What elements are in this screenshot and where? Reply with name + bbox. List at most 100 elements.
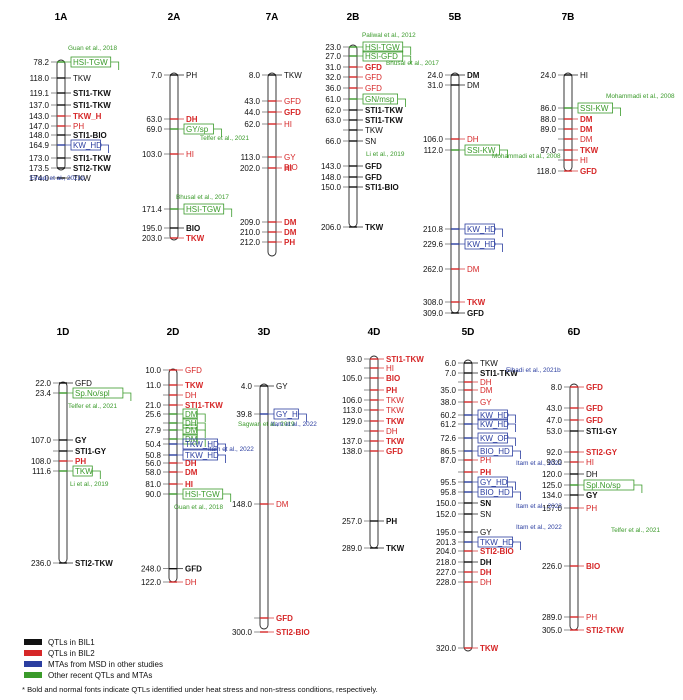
locus-position: 61.0 — [325, 95, 341, 104]
marker-tkw: TKW — [480, 359, 498, 368]
marker-gfd: GFD — [75, 379, 92, 388]
locus-position: 122.0 — [141, 578, 162, 587]
marker-tkw: TKW — [386, 544, 405, 553]
legend-swatch-msd — [24, 661, 42, 667]
legend-swatch-bil2 — [24, 650, 42, 656]
marker-sn: SN — [480, 499, 491, 508]
chromosome-title: 2D — [167, 327, 180, 338]
locus-position: 11.0 — [146, 381, 162, 390]
citation-arrow — [397, 98, 406, 107]
locus-position: 44.0 — [244, 108, 260, 117]
marker-gy: GY — [276, 382, 288, 391]
footnote: * Bold and normal fonts indicate QTLs id… — [22, 685, 378, 694]
locus-position: 134.0 — [542, 491, 563, 500]
citation-label: Bhusal et al., 2017 — [176, 194, 229, 201]
marker-kw-op: KW_OP — [480, 434, 509, 443]
marker-gy-h: GY_H — [276, 410, 298, 419]
citation-label: Li et al., 2019 — [366, 151, 405, 158]
marker-sti1-gy: STI1-GY — [586, 427, 618, 436]
marker-ph: PH — [284, 238, 295, 247]
citation-arrow — [298, 413, 307, 422]
marker-hi: HI — [186, 150, 194, 159]
locus-position: 137.0 — [29, 101, 50, 110]
marker-dm: DM — [185, 410, 198, 419]
chromosome-bar — [169, 72, 179, 241]
marker-sti2-bio: STI2-BIO — [276, 628, 310, 637]
chromosome-title: 5B — [449, 12, 462, 23]
marker-gfd: GFD — [365, 63, 382, 72]
marker-hsi-tgw: HSI-TGW — [185, 490, 220, 499]
locus-position: 72.6 — [440, 434, 456, 443]
locus-position: 86.0 — [540, 104, 556, 113]
marker-dh: DH — [480, 378, 492, 387]
marker-dm: DM — [467, 265, 480, 274]
marker-tkw-hd: TKW_HD — [185, 451, 219, 460]
legend-label: MTAs from MSD in other studies — [48, 660, 163, 669]
marker-sti1-tkw: STI1-TKW — [365, 116, 403, 125]
marker-hi: HI — [386, 364, 394, 373]
citation-arrow — [217, 454, 226, 463]
marker-dm: DM — [580, 125, 593, 134]
locus-position: 300.0 — [232, 628, 253, 637]
citation-arrow — [499, 149, 508, 158]
locus-position: 60.2 — [440, 411, 456, 420]
marker-hsi-tgw: HSI-TGW — [73, 58, 108, 67]
locus-position: 138.0 — [342, 447, 363, 456]
marker-gfd: GFD — [284, 97, 301, 106]
marker-gfd: GFD — [586, 404, 603, 413]
legend-swatch-bil1 — [24, 639, 42, 645]
citation-label: Itam et al., 2022 — [208, 446, 254, 453]
locus-position: 6.0 — [445, 359, 457, 368]
chromosome-2a: 2A 7.0 PH 63.0 DH 69.0 GY/sp 103.0 HI 171.4 HSI-TG… — [142, 12, 233, 243]
locus-position: 143.0 — [29, 112, 50, 121]
locus-position: 289.0 — [342, 544, 363, 553]
locus-position: 105.0 — [342, 374, 363, 383]
marker-tkw: TKW — [386, 406, 404, 415]
locus-position: 32.0 — [325, 73, 341, 82]
marker-tkw: TKW — [365, 126, 383, 135]
marker-tkw: TKW — [386, 396, 404, 405]
citation-label: Bhusal et al., 2017 — [386, 60, 439, 67]
marker-ph: PH — [480, 468, 491, 477]
locus-position: 86.5 — [440, 447, 456, 456]
marker-sti2-bio: STI2-BIO — [480, 547, 514, 556]
marker-dh: DH — [480, 578, 492, 587]
chromosome-bar — [369, 355, 379, 549]
marker-sti1-tkw: STI1-TKW — [480, 369, 518, 378]
marker-dm: DM — [185, 426, 198, 435]
locus-position: 23.0 — [325, 43, 341, 52]
marker-hi: HI — [185, 480, 193, 489]
locus-position: 7.0 — [151, 71, 163, 80]
marker-dm: DM — [480, 386, 493, 395]
marker-gy: GY — [75, 436, 87, 445]
locus-position: 66.0 — [325, 137, 341, 146]
locus-position: 212.0 — [240, 238, 261, 247]
marker-gfd: GFD — [185, 366, 202, 375]
marker-gfd: GFD — [365, 173, 382, 182]
marker-gn-msp: GN/msp — [365, 95, 395, 104]
locus-position: 95.5 — [440, 478, 456, 487]
marker-gfd: GFD — [365, 162, 382, 171]
chromosome-title: 7A — [266, 12, 279, 23]
chromosome-bar — [56, 59, 66, 171]
marker-tkw: TKW — [480, 644, 499, 653]
marker-tkw: TKW — [73, 174, 91, 183]
locus-position: 107.0 — [31, 436, 52, 445]
chromosome-title: 2A — [168, 12, 181, 23]
citation-label: Telfer et al., 2021 — [611, 527, 660, 534]
citation-arrow — [507, 423, 516, 432]
marker-tkw: TKW — [75, 467, 93, 476]
citation-label: Guan et al., 2018 — [174, 504, 223, 511]
locus-position: 262.0 — [423, 265, 444, 274]
marker-dh: DH — [480, 558, 492, 567]
locus-position: 8.0 — [551, 383, 563, 392]
locus-position: 203.0 — [142, 234, 163, 243]
citation-arrow — [197, 429, 206, 438]
marker-sti1-bio: STI1-BIO — [73, 131, 107, 140]
marker-kw-hd: KW_HD — [480, 420, 509, 429]
citation-label: Mohammadi et al., 2008 — [492, 153, 561, 160]
locus-position: 173.5 — [29, 164, 50, 173]
locus-position: 289.0 — [542, 613, 563, 622]
